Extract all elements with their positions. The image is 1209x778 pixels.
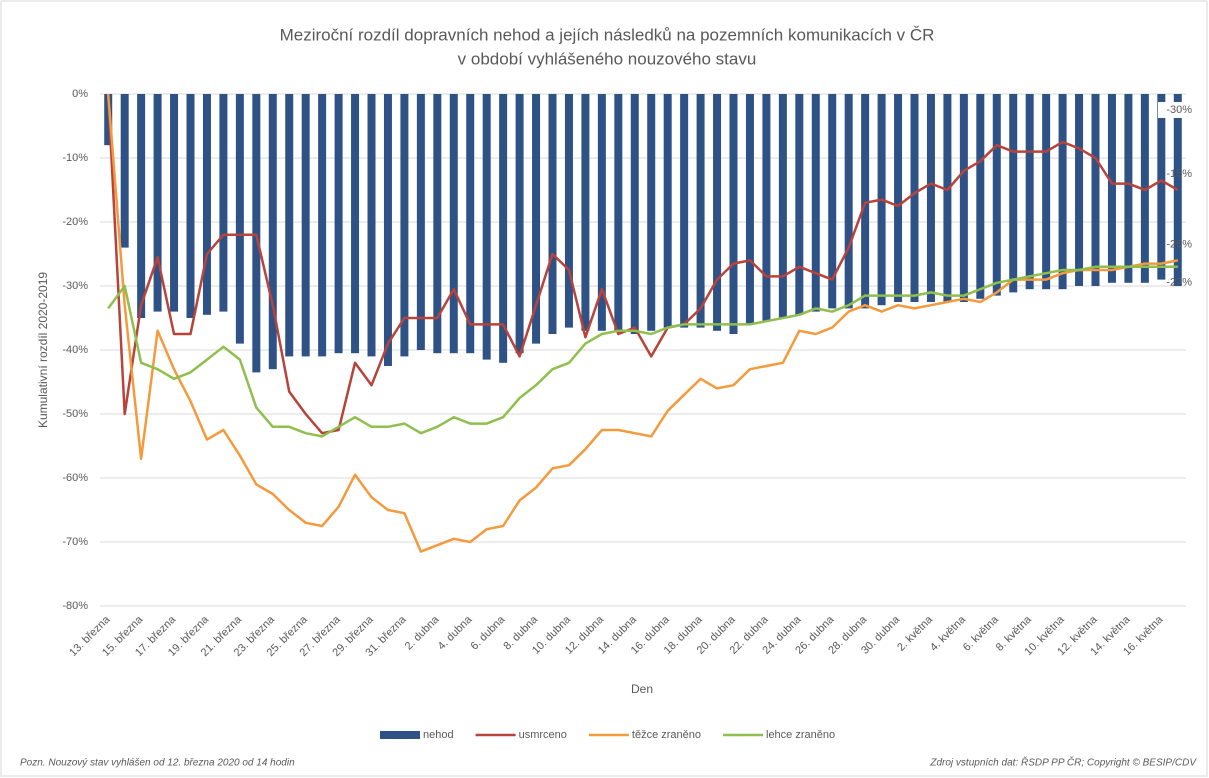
line	[107, 265, 1178, 438]
bar	[104, 94, 113, 146]
bar	[137, 94, 146, 318]
legend-label: usmrceno	[519, 729, 567, 741]
legend-swatch	[380, 731, 420, 739]
bar	[367, 94, 376, 357]
footnote: Pozn. Nouzový stav vyhlášen od 12. březn…	[20, 758, 295, 769]
bar	[680, 94, 689, 328]
legend-label: těžce zraněno	[632, 729, 701, 741]
line	[106, 93, 1179, 435]
y-tick-label: -10%	[62, 152, 88, 164]
bar	[202, 94, 211, 315]
bar	[778, 94, 787, 318]
bar	[416, 94, 425, 350]
y-axis-label: Kumulativní rozdíl 2020-2019	[36, 272, 50, 428]
bar	[614, 94, 623, 331]
bar	[828, 94, 837, 309]
bar	[745, 94, 754, 325]
bar	[663, 94, 672, 328]
bar	[647, 94, 656, 331]
bar	[153, 94, 162, 312]
bar	[597, 94, 606, 331]
bar	[910, 94, 919, 302]
bar	[515, 94, 524, 354]
bar	[433, 94, 442, 354]
bar	[976, 94, 985, 299]
y-tick-label: -70%	[62, 536, 88, 548]
bar	[1075, 94, 1084, 286]
line	[106, 93, 1179, 553]
bar	[1058, 94, 1067, 290]
bar	[499, 94, 508, 363]
bar	[844, 94, 853, 309]
bar	[1091, 94, 1100, 286]
y-tick-label: -50%	[62, 408, 88, 420]
value-label-bg	[1158, 102, 1194, 118]
bar	[1025, 94, 1034, 290]
bar	[713, 94, 722, 331]
bar	[301, 94, 310, 357]
bar	[762, 94, 771, 322]
bar	[400, 94, 409, 357]
bar	[466, 94, 475, 354]
y-tick-label: -30%	[62, 280, 88, 292]
bar	[285, 94, 294, 357]
bar	[482, 94, 491, 360]
bar	[170, 94, 179, 312]
bar	[318, 94, 327, 357]
bar	[630, 94, 639, 334]
y-tick-label: 0%	[72, 88, 88, 100]
x-axis-label: Den	[631, 682, 653, 696]
bar	[696, 94, 705, 328]
bar	[926, 94, 935, 302]
y-tick-label: -20%	[62, 216, 88, 228]
footnote: Zdroj vstupních dat: ŘSDP PP ČR; Copyrig…	[929, 756, 1197, 769]
bar	[186, 94, 195, 318]
bar	[861, 94, 870, 309]
bar	[943, 94, 952, 302]
value-label: -27%	[1166, 277, 1192, 289]
value-label: -15%	[1166, 168, 1192, 180]
bar	[268, 94, 277, 370]
chart-title: Meziroční rozdíl dopravních nehod a její…	[280, 25, 935, 44]
bar	[1042, 94, 1051, 290]
bar	[795, 94, 804, 315]
bar	[1157, 94, 1166, 280]
bar	[449, 94, 458, 354]
bar	[548, 94, 557, 334]
legend-label: nehod	[423, 729, 454, 741]
y-tick-label: -40%	[62, 344, 88, 356]
bar	[564, 94, 573, 328]
y-tick-label: -80%	[62, 600, 88, 612]
bar	[235, 94, 244, 344]
bar	[351, 94, 360, 354]
bar	[992, 94, 1001, 296]
bar	[120, 94, 129, 248]
value-label: -30%	[1166, 104, 1192, 116]
bar	[1124, 94, 1133, 283]
bar	[532, 94, 541, 344]
bar	[729, 94, 738, 334]
bar	[1140, 94, 1149, 283]
bar	[1009, 94, 1018, 293]
bar	[219, 94, 228, 312]
bar	[959, 94, 968, 302]
value-label: -26%	[1166, 238, 1192, 250]
bar	[334, 94, 343, 354]
bar	[581, 94, 590, 331]
bar	[894, 94, 903, 302]
bar	[252, 94, 261, 373]
chart-title: v období vyhlášeného nouzového stavu	[458, 49, 757, 68]
bar	[811, 94, 820, 312]
bar	[1107, 94, 1116, 283]
bar	[383, 94, 392, 366]
y-tick-label: -60%	[62, 472, 88, 484]
legend-label: lehce zraněno	[766, 729, 835, 741]
